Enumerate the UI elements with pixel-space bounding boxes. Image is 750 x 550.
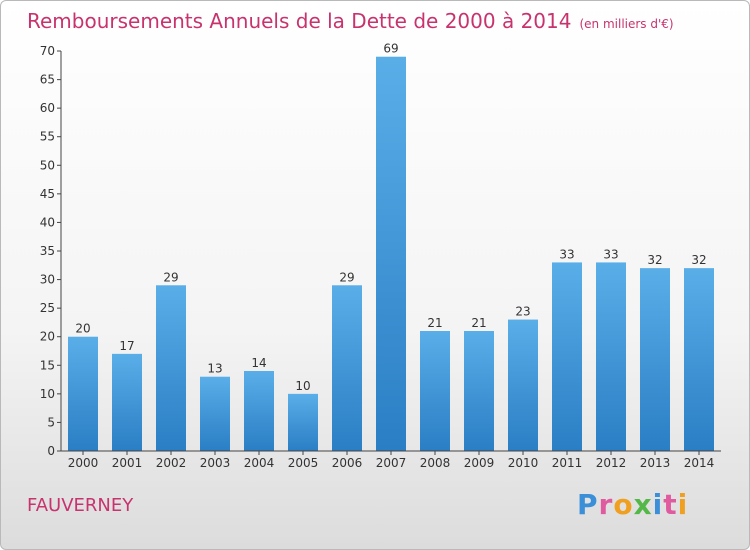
- x-tick-label-2007: 2007: [376, 456, 407, 470]
- bar-2009: [464, 331, 494, 451]
- data-label-2006: 29: [339, 270, 354, 284]
- y-tick-label: 5: [47, 415, 55, 429]
- x-tick-label-2014: 2014: [684, 456, 715, 470]
- bar-2012: [596, 262, 626, 451]
- x-tick-label-2011: 2011: [552, 456, 583, 470]
- bar-2013: [640, 268, 670, 451]
- bar-2011: [552, 262, 582, 451]
- y-tick-label: 35: [40, 244, 55, 258]
- title-unit: (en milliers d'€): [579, 17, 674, 31]
- data-label-2003: 13: [207, 362, 222, 376]
- logo-letter: t: [663, 488, 678, 521]
- logo-letter: x: [633, 488, 653, 521]
- bar-2004: [244, 371, 274, 451]
- y-tick-label: 60: [40, 101, 55, 115]
- x-tick-label-2004: 2004: [244, 456, 275, 470]
- y-tick-label: 50: [40, 158, 55, 172]
- data-label-2000: 20: [75, 322, 90, 336]
- bar-2003: [200, 376, 230, 451]
- x-tick-label-2002: 2002: [156, 456, 187, 470]
- bar-2001: [112, 353, 142, 451]
- data-label-2005: 10: [295, 379, 310, 393]
- y-axis: 0 5 10 15 20 25 30 35 40 45 50 55 60 65 70: [40, 44, 62, 458]
- title-text: Remboursements Annuels de la Dette de 20…: [27, 9, 572, 33]
- x-tick-label-2009: 2009: [464, 456, 495, 470]
- data-label-2010: 23: [515, 305, 530, 319]
- bar-2006: [332, 285, 362, 451]
- proxiti-logo: Proxiti: [577, 488, 688, 521]
- data-label-2007: 69: [383, 42, 398, 56]
- y-tick-label: 55: [40, 130, 55, 144]
- x-tick-label-2010: 2010: [508, 456, 539, 470]
- logo-letter: i: [652, 488, 664, 521]
- bar-2005: [288, 393, 318, 451]
- y-tick-label: 25: [40, 301, 55, 315]
- bars: 20 17 29 13 14 10 29 69 21 21 23 33 33 32 32: [68, 42, 714, 451]
- y-tick-label: 20: [40, 330, 55, 344]
- data-label-2013: 32: [647, 253, 662, 267]
- x-tick-label-2003: 2003: [200, 456, 231, 470]
- data-label-2001: 17: [119, 339, 134, 353]
- bar-2007: [376, 56, 406, 451]
- y-tick-label: 30: [40, 273, 55, 287]
- data-label-2002: 29: [163, 270, 178, 284]
- logo-letter: i: [677, 488, 689, 521]
- x-tick-label-2000: 2000: [68, 456, 99, 470]
- data-label-2014: 32: [691, 253, 706, 267]
- data-label-2008: 21: [427, 316, 442, 330]
- x-tick-label-2013: 2013: [640, 456, 671, 470]
- x-tick-label-2001: 2001: [112, 456, 143, 470]
- chart-title: Remboursements Annuels de la Dette de 20…: [27, 9, 674, 33]
- y-tick-label: 40: [40, 215, 55, 229]
- logo-letter: P: [577, 488, 599, 521]
- data-label-2009: 21: [471, 316, 486, 330]
- bar-2002: [156, 285, 186, 451]
- y-tick-label: 70: [40, 44, 55, 58]
- x-axis: 2000 2001 2002 2003 2004 2005 2006 2007 2008 2009…: [61, 450, 721, 470]
- bar-2010: [508, 319, 538, 451]
- bar-2014: [684, 268, 714, 451]
- data-label-2011: 33: [559, 247, 574, 261]
- place-name: FAUVERNEY: [27, 495, 134, 516]
- logo-letter: o: [613, 488, 634, 521]
- bar-2008: [420, 331, 450, 451]
- x-tick-label-2006: 2006: [332, 456, 363, 470]
- y-tick-label: 0: [47, 444, 55, 458]
- y-tick-label: 65: [40, 73, 55, 87]
- x-tick-label-2005: 2005: [288, 456, 319, 470]
- data-label-2004: 14: [251, 356, 266, 370]
- x-tick-label-2012: 2012: [596, 456, 627, 470]
- y-tick-label: 15: [40, 358, 55, 372]
- logo-letter: r: [598, 488, 614, 521]
- data-label-2012: 33: [603, 247, 618, 261]
- y-tick-label: 45: [40, 187, 55, 201]
- y-tick-label: 10: [40, 387, 55, 401]
- bar-2000: [68, 336, 98, 451]
- x-tick-label-2008: 2008: [420, 456, 451, 470]
